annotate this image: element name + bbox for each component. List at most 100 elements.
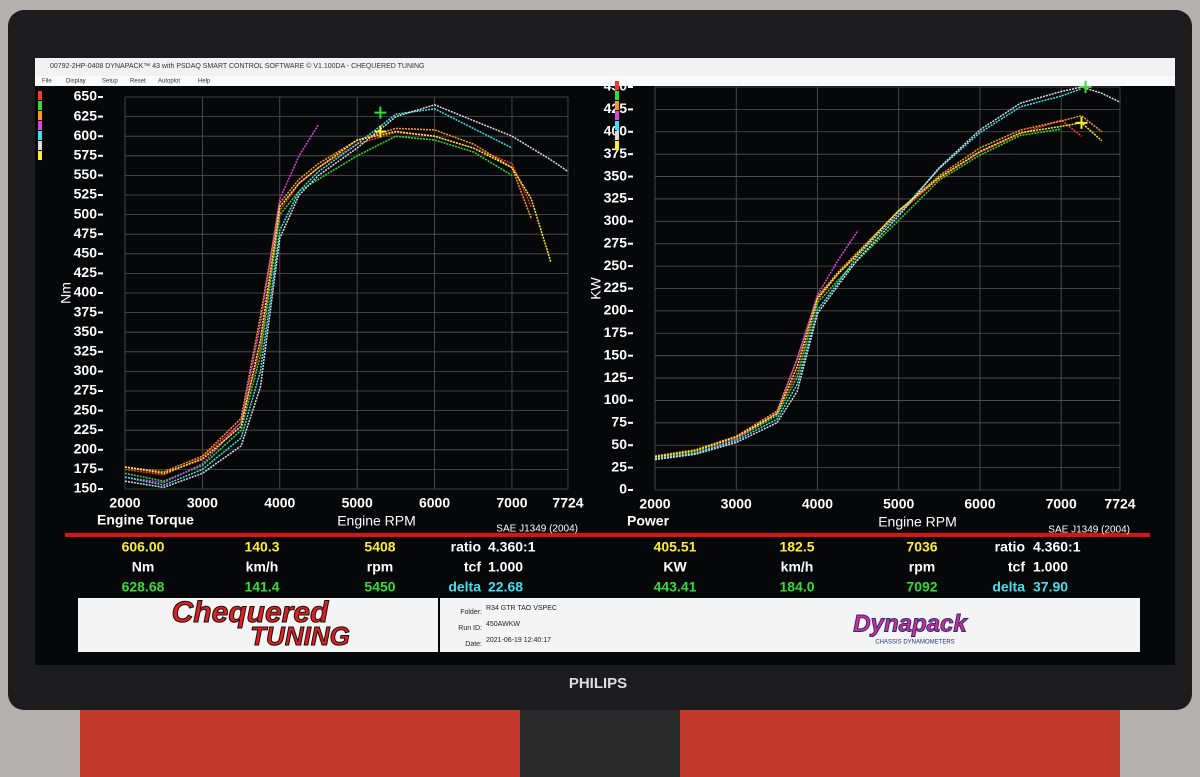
readout-value: delta	[448, 579, 481, 595]
readout-value: tcf	[464, 559, 481, 575]
x-tick-label: 6000	[419, 495, 450, 511]
y-tick-label: 500	[74, 205, 98, 221]
y-tick-label: 650	[74, 88, 98, 104]
info-value: 2021-06-19 12:40:17	[486, 637, 551, 644]
y-tick-label: 125	[604, 369, 628, 385]
y-tick-label: 525	[74, 186, 98, 202]
x-tick-label: 7000	[496, 495, 527, 511]
x-tick-label: 4000	[264, 495, 295, 511]
logo-text: Chequered	[172, 596, 329, 629]
x-tick-label: 2000	[639, 496, 670, 512]
readout-value: 4.360:1	[488, 539, 536, 555]
y-tick-label: 625	[74, 107, 98, 123]
x-tick-label: 6000	[964, 496, 995, 512]
y-tick-label: 75	[611, 414, 627, 430]
readout-value: 1.000	[488, 559, 523, 575]
series-line	[124, 127, 533, 473]
readout-value: 1.000	[1033, 559, 1068, 575]
legend-swatch	[38, 101, 42, 110]
x-tick-label: 5000	[342, 495, 373, 511]
readout-value: KW	[663, 559, 687, 575]
y-tick-label: 325	[74, 343, 98, 359]
x-axis-label: Engine RPM	[878, 514, 957, 530]
cursor-marker	[374, 106, 387, 119]
legend-swatch	[38, 151, 42, 160]
chequered-logo-box	[78, 598, 438, 652]
y-tick-label: 150	[604, 346, 628, 362]
menu-item: Reset	[130, 79, 146, 85]
readout-value: 184.0	[779, 579, 814, 595]
info-label: Folder:	[460, 609, 482, 616]
y-tick-label: 325	[604, 190, 628, 206]
y-tick-label: 50	[611, 436, 627, 452]
logo-text: Dynapack	[853, 610, 968, 637]
info-label: Date:	[465, 641, 482, 648]
y-tick-label: 200	[74, 441, 98, 457]
y-tick-label: 200	[604, 302, 628, 318]
y-tick-label: 350	[74, 323, 98, 339]
info-label: Run ID:	[458, 625, 482, 632]
readout-value: Nm	[132, 559, 155, 575]
series-line	[124, 130, 552, 475]
x-tick-label: 2000	[109, 495, 140, 511]
series-line	[124, 131, 532, 476]
y-tick-label: 275	[74, 382, 98, 398]
y-tick-label: 25	[611, 458, 627, 474]
readout-value: 606.00	[122, 539, 165, 555]
series-line	[124, 108, 513, 486]
y-tick-label: 225	[74, 421, 98, 437]
legend-swatch	[615, 81, 619, 90]
legend-swatch	[38, 131, 42, 140]
legend-swatch	[615, 141, 619, 150]
x-tick-label: 4000	[802, 496, 833, 512]
y-axis-label: Nm	[58, 282, 74, 304]
standard-note: SAE J1349 (2004)	[496, 524, 578, 535]
x-tick-label: 5000	[883, 496, 914, 512]
readout-value: 443.41	[654, 579, 697, 595]
readout-value: ratio	[995, 539, 1025, 555]
legend-swatch	[615, 131, 619, 140]
run-info: Folder: R34 GTR TAO VSPEC Run ID: 450AWKW Da…	[458, 605, 557, 648]
title-bar	[35, 58, 1175, 76]
logo-text: CHASSIS DYNAMOMETERS	[875, 640, 954, 646]
y-tick-label: 225	[604, 279, 628, 295]
y-tick-label: 250	[604, 257, 628, 273]
y-tick-label: 250	[74, 401, 98, 417]
cursor-marker	[1079, 81, 1092, 93]
x-tick-label: 7724	[552, 495, 583, 511]
legend-swatch	[38, 121, 42, 130]
series-line	[124, 104, 569, 489]
window-title: 00792-2HP-0408 DYNAPACK™ 43 with PSDAQ S…	[50, 62, 424, 70]
readout-value: 37.90	[1033, 579, 1068, 595]
readout-value: 628.68	[122, 579, 165, 595]
readout-value: 5450	[364, 579, 395, 595]
menu-item: Autoplot	[158, 79, 180, 85]
readout-value: 7036	[906, 539, 937, 555]
y-tick-label: 100	[604, 391, 628, 407]
cursor-marker	[1075, 116, 1088, 129]
y-tick-label: 400	[604, 122, 628, 138]
menu-item: Help	[198, 79, 211, 85]
cursor-marker	[374, 125, 387, 138]
readout-value: rpm	[367, 559, 393, 575]
readout-value: ratio	[451, 539, 481, 555]
y-tick-label: 275	[604, 234, 628, 250]
x-tick-label: 3000	[187, 495, 218, 511]
x-tick-label: 7000	[1046, 496, 1077, 512]
series-line	[654, 114, 1103, 457]
chart-title: Engine Torque	[97, 512, 194, 528]
y-tick-label: 550	[74, 166, 98, 182]
readout-value: km/h	[246, 559, 279, 575]
series-line	[654, 86, 1121, 461]
readout-value: 22.68	[488, 579, 523, 595]
legend-swatch	[615, 121, 619, 130]
legend-swatch	[615, 111, 619, 120]
standard-note: SAE J1349 (2004)	[1048, 525, 1130, 536]
readout-value: 140.3	[244, 539, 279, 555]
x-axis-label: Engine RPM	[337, 513, 416, 529]
readout-value: 141.4	[244, 579, 279, 595]
info-value: 450AWKW	[486, 621, 520, 628]
series-line	[654, 88, 1082, 460]
y-tick-label: 150	[74, 480, 98, 496]
